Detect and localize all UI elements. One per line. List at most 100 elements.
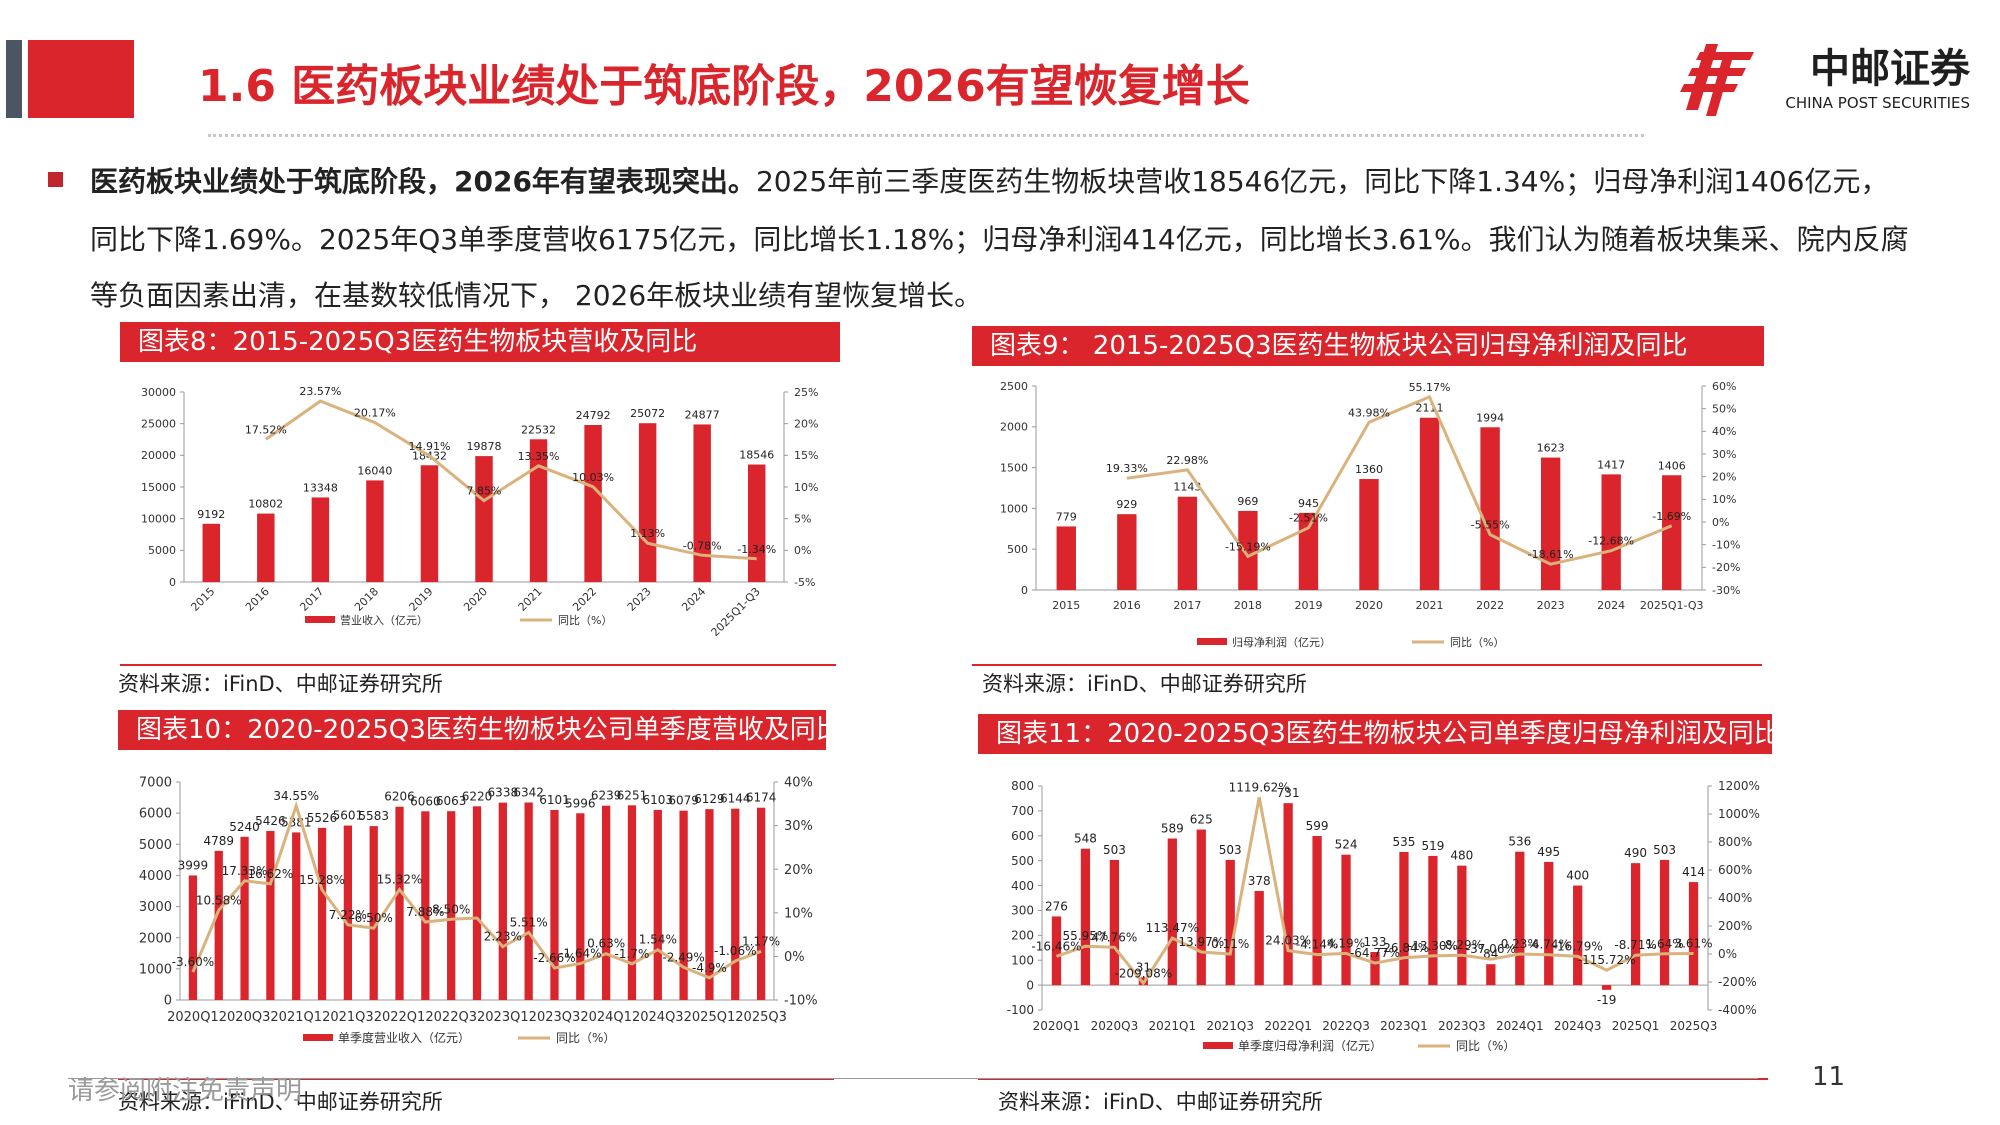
- yoy-value-label: 47.76%: [1092, 930, 1138, 944]
- y-left-tick-label: 20000: [141, 449, 176, 462]
- chart9-source: 资料来源：iFinD、中邮证券研究所: [982, 672, 1307, 696]
- y-left-tick-label: 1500: [1000, 461, 1028, 474]
- y-left-tick-label: 600: [1011, 829, 1034, 843]
- y-left-tick-label: 800: [1011, 779, 1034, 793]
- yoy-value-label: -4.74%: [1528, 938, 1570, 952]
- legend-bar-label: 单季度归母净利润（亿元）: [1238, 1038, 1382, 1053]
- title-divider: [208, 134, 1644, 137]
- bar: [1515, 851, 1525, 986]
- x-tick-label: 2022Q1: [1264, 1019, 1312, 1033]
- bar: [731, 808, 740, 1000]
- yoy-value-label: -209.08%: [1114, 966, 1172, 980]
- yoy-value-label: 19.33%: [1106, 462, 1148, 475]
- x-tick-label: 2022: [1476, 599, 1504, 612]
- bar: [1688, 882, 1699, 986]
- legend-bar-label: 营业收入（亿元）: [340, 613, 428, 627]
- y-left-tick-label: 2000: [139, 931, 172, 946]
- y-right-tick-label: 50%: [1712, 403, 1736, 416]
- yoy-value-label: 5.51%: [510, 915, 548, 929]
- legend-bar-swatch: [1197, 638, 1227, 645]
- bar-value-label: 503: [1219, 843, 1242, 857]
- bullet-square: [48, 172, 63, 187]
- bar: [1254, 891, 1264, 986]
- bar: [1662, 475, 1682, 590]
- bar: [1177, 496, 1198, 590]
- bar-value-label: 6103: [643, 793, 674, 807]
- x-tick-label: 2020Q3: [1091, 1019, 1139, 1033]
- chart9-title: 图表9： 2015-2025Q3医药生物板块公司归母净利润及同比: [972, 326, 1764, 366]
- bar-value-label: 133: [1364, 935, 1387, 949]
- bar: [1196, 829, 1206, 986]
- bar: [214, 850, 223, 1000]
- legend-bar-swatch: [1203, 1042, 1233, 1049]
- bar-value-label: 1417: [1597, 458, 1625, 471]
- summary-lead: 医药板块业绩处于筑底阶段，2026年有望表现突出。: [90, 165, 756, 198]
- bar-value-label: 503: [1103, 843, 1126, 857]
- bar-value-label: 969: [1237, 495, 1258, 508]
- yoy-value-label: 4.19%: [1327, 936, 1365, 950]
- bar: [1428, 855, 1438, 986]
- y-right-tick-label: 20%: [794, 418, 818, 431]
- bar: [1399, 851, 1409, 986]
- bar-value-label: 6060: [410, 794, 441, 808]
- y-right-tick-label: -20%: [1712, 561, 1740, 574]
- yoy-value-label: 1.13%: [630, 527, 665, 540]
- x-tick-label: 2016: [243, 585, 272, 614]
- yoy-value-label: 20.17%: [354, 407, 396, 420]
- summary-line-2: 同比下降1.69%。2025年Q3单季度营收6175亿元，同比增长1.18%；归…: [90, 223, 1909, 256]
- bar-value-label: 6342: [513, 785, 544, 799]
- bar-value-label: 19878: [467, 440, 502, 453]
- y-right-tick-label: 20%: [1712, 471, 1736, 484]
- y-right-tick-label: 1000%: [1718, 807, 1760, 821]
- chart10-source: 资料来源：iFinD、中邮证券研究所: [118, 1090, 443, 1114]
- yoy-value-label: -26.84%: [1379, 941, 1429, 955]
- yoy-value-label: 7.88%: [406, 905, 444, 919]
- bar-value-label: 6338: [488, 786, 519, 800]
- legend-bar-swatch: [305, 616, 335, 623]
- x-tick-label: 2022Q1: [374, 1010, 426, 1025]
- yoy-value-label: -4.9%: [692, 961, 727, 975]
- chart9-netprofit-annual: 0 500 1000 1500 2000 2500 -30% -20% -10% 0% 10% 20%…: [1000, 380, 1740, 649]
- bar: [1370, 952, 1380, 986]
- y-left-tick-label: 15000: [141, 481, 176, 494]
- bar-value-label: 519: [1421, 839, 1444, 853]
- x-tick-label: 2023: [625, 585, 654, 614]
- yoy-value-label: 3.61%: [1674, 936, 1712, 950]
- x-tick-label: 2023Q3: [1438, 1019, 1486, 1033]
- bar-value-label: 589: [1161, 822, 1184, 836]
- chart10-title: 图表10：2020-2025Q3医药生物板块公司单季度营收及同比: [118, 710, 842, 750]
- yoy-value-label: 15.32%: [377, 873, 423, 887]
- x-tick-label: 2025Q3: [735, 1010, 787, 1025]
- yoy-value-label: -1.06%: [714, 944, 756, 958]
- yoy-value-label: -12.68%: [1588, 535, 1634, 548]
- yoy-value-label: -15.19%: [1225, 540, 1271, 553]
- bar-value-label: 276: [1045, 899, 1068, 913]
- yoy-value-label: -13.30%: [1408, 939, 1458, 953]
- y-left-tick-label: 0: [1026, 978, 1034, 992]
- bar: [524, 802, 533, 1000]
- bar-value-label: 5240: [229, 820, 260, 834]
- bar-value-label: 625: [1190, 813, 1213, 827]
- bar: [475, 456, 493, 582]
- bar-value-label: 5601: [333, 809, 364, 823]
- bar: [1238, 510, 1258, 590]
- x-tick-label: 2016: [1113, 599, 1141, 612]
- yoy-value-label: -2.51%: [1289, 512, 1328, 525]
- y-left-tick-label: 25000: [141, 418, 176, 431]
- bar-value-label: 599: [1306, 819, 1329, 833]
- bar: [1298, 512, 1319, 590]
- x-tick-label: 2015: [188, 585, 217, 614]
- bar-value-label: 6101: [539, 793, 570, 807]
- y-left-tick-label: 5000: [139, 838, 172, 853]
- bar: [1312, 836, 1322, 986]
- y-right-tick-label: 30%: [1712, 448, 1736, 461]
- bar: [1573, 885, 1583, 986]
- y-left-tick-label: 1000: [1000, 502, 1028, 515]
- y-right-tick-label: 10%: [794, 481, 818, 494]
- bar-value-label: 16040: [357, 464, 392, 477]
- bar-value-label: 25072: [630, 407, 665, 420]
- yoy-value-label: 8.50%: [432, 902, 470, 916]
- x-tick-label: 2022: [570, 585, 599, 614]
- yoy-value-label: -5.55%: [1471, 519, 1510, 532]
- bar-value-label: 400: [1566, 869, 1589, 883]
